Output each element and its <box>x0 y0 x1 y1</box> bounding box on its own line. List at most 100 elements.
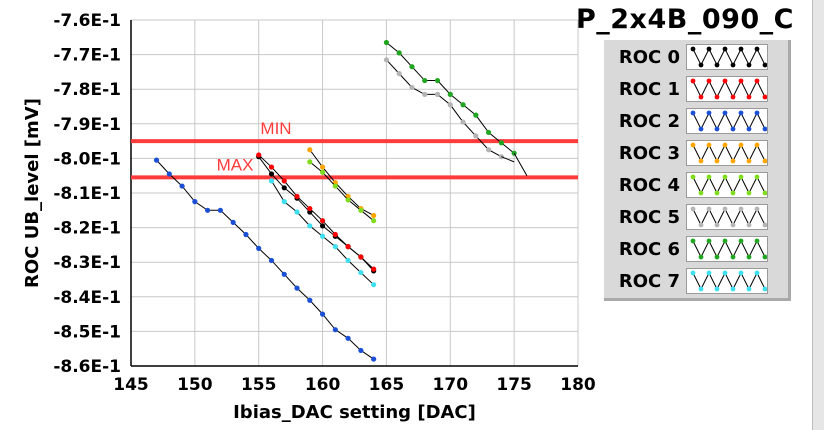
data-point-roc-5 <box>434 91 441 97</box>
data-point-roc-5 <box>422 91 428 97</box>
legend-swatch-marker <box>730 254 736 260</box>
x-axis-title: Ibias_DAC setting [DAC] <box>233 402 476 423</box>
legend-swatch-marker <box>730 158 736 164</box>
legend-swatch <box>686 44 768 70</box>
data-point-roc-6 <box>498 140 504 146</box>
legend-swatch-marker <box>762 94 768 100</box>
y-axis-title: ROC UB_level [mV] <box>22 98 43 288</box>
data-point-roc-1 <box>358 254 364 260</box>
legend-swatch-marker <box>706 238 712 244</box>
legend-swatch-marker <box>738 174 744 180</box>
legend-swatch-marker <box>706 174 712 180</box>
legend-swatch-marker <box>714 222 720 228</box>
legend-swatch <box>686 236 768 262</box>
data-point-roc-2 <box>230 219 236 226</box>
legend-swatch-marker <box>730 222 736 228</box>
data-point-roc-4 <box>307 159 313 165</box>
y-tick-label: -7.8E-1 <box>53 80 121 100</box>
legend-swatch-line <box>692 239 766 259</box>
legend-swatch-line <box>692 143 766 163</box>
legend-swatch-marker <box>738 206 744 212</box>
data-point-roc-6 <box>396 50 402 56</box>
legend-label: ROC 6 <box>618 239 680 260</box>
y-tick-label: -8.3E-1 <box>53 253 121 273</box>
data-point-roc-6 <box>460 102 466 108</box>
legend-swatch-marker <box>738 270 744 276</box>
legend-swatch-marker <box>746 126 752 132</box>
legend-item-roc-2: ROC 2 <box>604 107 788 135</box>
data-point-roc-6 <box>434 77 441 84</box>
legend-item-roc-6: ROC 6 <box>604 235 788 263</box>
legend-swatch-graphic <box>690 110 768 132</box>
reference-label-max: MAX <box>217 155 254 174</box>
y-tick-label: -8.4E-1 <box>53 288 121 308</box>
legend-swatch <box>686 108 768 134</box>
legend-swatch-marker <box>746 94 752 100</box>
legend-swatch-marker <box>714 190 720 196</box>
legend-swatch-marker <box>746 62 752 68</box>
legend-swatch-marker <box>706 46 712 52</box>
data-point-roc-2 <box>319 311 326 317</box>
legend-swatch-line <box>692 111 766 131</box>
series-line-roc-1 <box>258 154 375 270</box>
legend-swatch-marker <box>754 270 760 276</box>
data-point-roc-4 <box>332 183 338 189</box>
legend-swatch-marker <box>698 158 704 164</box>
data-point-roc-2 <box>332 327 338 333</box>
data-point-roc-2 <box>153 157 160 163</box>
legend-swatch-marker <box>746 158 752 164</box>
legend-item-roc-5: ROC 5 <box>604 203 788 231</box>
legend-swatch-marker <box>730 190 736 196</box>
data-point-roc-2 <box>281 271 287 277</box>
legend-swatch-marker <box>730 126 736 132</box>
legend-swatch-marker <box>762 254 768 260</box>
legend-swatch-marker <box>714 62 720 68</box>
data-point-roc-2 <box>205 207 211 213</box>
data-point-roc-1 <box>268 164 275 170</box>
data-point-roc-2 <box>217 207 223 213</box>
legend-item-roc-4: ROC 4 <box>604 171 788 199</box>
legend-swatch-marker <box>762 158 768 164</box>
x-tick-label: 160 <box>305 375 341 395</box>
legend-swatch-marker <box>690 110 696 116</box>
legend-swatch-marker <box>722 110 728 116</box>
legend-swatch <box>686 140 768 166</box>
x-tick-label: 150 <box>177 375 213 395</box>
legend-swatch-marker <box>746 254 752 260</box>
legend-label: ROC 2 <box>618 111 680 132</box>
data-point-roc-0 <box>319 223 326 229</box>
legend-swatch-marker <box>698 62 704 68</box>
data-point-roc-1 <box>371 266 377 272</box>
legend-swatch-marker <box>714 126 720 132</box>
legend-swatch-marker <box>738 110 744 116</box>
data-point-roc-6 <box>409 64 415 70</box>
legend-swatch-line <box>692 207 766 227</box>
legend-swatch-marker <box>714 94 720 100</box>
legend-swatch-marker <box>714 254 720 260</box>
data-point-roc-0 <box>268 171 275 177</box>
data-point-roc-7 <box>345 257 351 264</box>
data-point-roc-1 <box>307 205 313 212</box>
data-point-roc-2 <box>192 199 198 205</box>
legend-item-roc-3: ROC 3 <box>604 139 788 167</box>
reference-label-min: MIN <box>260 119 291 138</box>
legend-swatch-marker <box>722 238 728 244</box>
data-point-roc-2 <box>243 231 249 238</box>
data-point-roc-6 <box>383 39 390 46</box>
legend-swatch-marker <box>746 190 752 196</box>
legend-swatch-marker <box>690 78 696 84</box>
legend-swatch-marker <box>762 126 768 132</box>
legend-swatch-marker <box>722 142 728 148</box>
y-tick-label: -7.7E-1 <box>53 46 121 66</box>
legend-label: ROC 3 <box>618 143 680 164</box>
legend-swatch-marker <box>690 174 696 180</box>
series-line-roc-4 <box>309 161 374 222</box>
data-point-roc-4 <box>319 169 326 175</box>
legend-swatch-marker <box>722 46 728 52</box>
data-point-roc-3 <box>371 212 377 219</box>
data-point-roc-5 <box>473 133 479 139</box>
legend-swatch-graphic <box>690 78 768 100</box>
legend-swatch-marker <box>690 270 696 276</box>
legend-swatch-graphic <box>690 270 768 292</box>
